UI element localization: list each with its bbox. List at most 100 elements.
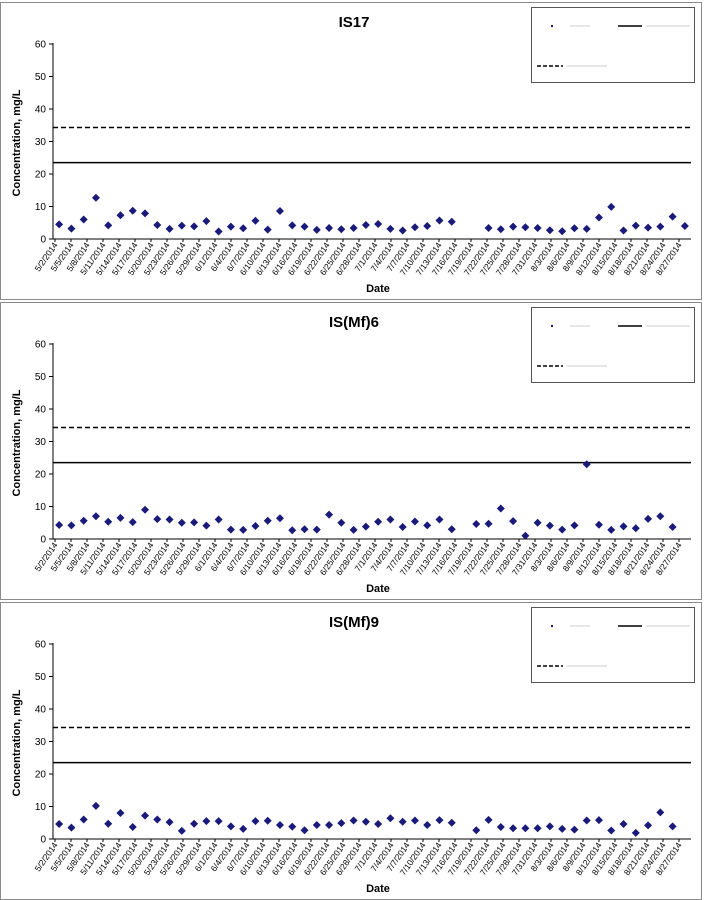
data-point <box>79 815 88 824</box>
y-tick-label: 40 <box>35 705 47 716</box>
y-tick-label: 20 <box>35 770 47 781</box>
y-axis-label: Concentration, mg/L <box>11 89 23 196</box>
legend-3 <box>531 607 695 683</box>
data-point <box>509 824 518 833</box>
data-point <box>153 815 162 824</box>
data-point <box>680 222 689 230</box>
y-tick-label: 30 <box>35 737 47 748</box>
data-point <box>312 525 321 534</box>
data-point <box>337 518 346 527</box>
data-point <box>545 521 554 530</box>
y-tick-label: 60 <box>35 340 47 351</box>
legend-1 <box>531 7 695 83</box>
data-point <box>55 220 64 229</box>
data-point <box>177 221 186 230</box>
data-point <box>410 816 419 825</box>
data-point <box>582 224 591 233</box>
y-tick-label: 20 <box>35 470 47 481</box>
data-point <box>570 521 579 530</box>
data-point <box>558 227 567 236</box>
data-point <box>79 516 88 525</box>
y-tick-label: 40 <box>35 105 47 116</box>
chart-title: IS(Mf)6 <box>329 314 379 331</box>
data-point <box>349 816 358 825</box>
x-axis-label: Date <box>366 283 390 295</box>
y-axis-label: Concentration, mg/L <box>11 389 23 496</box>
data-point <box>300 525 309 534</box>
data-point <box>435 515 444 524</box>
data-point <box>361 221 370 230</box>
chart-svg-1: IS1701020304050605/2/20145/5/20145/8/201… <box>11 14 691 295</box>
chart-svg-3: IS(Mf)901020304050605/2/20145/5/20145/8/… <box>11 614 691 895</box>
data-point <box>190 222 199 231</box>
data-point <box>251 216 260 225</box>
data-point <box>91 193 100 202</box>
y-tick-label: 60 <box>35 40 47 51</box>
data-point <box>288 221 297 230</box>
data-point <box>644 514 653 523</box>
data-point <box>570 224 579 233</box>
data-point <box>275 821 284 830</box>
data-point <box>165 224 174 233</box>
data-point <box>226 822 235 831</box>
legend-marker-data <box>551 325 553 327</box>
data-point <box>496 225 505 234</box>
data-point <box>116 809 125 817</box>
data-point <box>55 521 64 530</box>
data-point <box>67 224 76 233</box>
y-tick-label: 30 <box>35 437 47 448</box>
data-point <box>398 817 407 826</box>
data-point <box>509 222 518 231</box>
data-point <box>116 211 125 220</box>
data-point <box>447 818 456 827</box>
y-tick-label: 50 <box>35 372 47 383</box>
legend-graphics <box>537 25 690 67</box>
data-point <box>239 224 248 233</box>
data-point <box>619 820 628 829</box>
data-point <box>67 823 76 832</box>
data-point <box>263 225 272 234</box>
data-point <box>558 525 567 534</box>
data-point <box>582 460 591 469</box>
data-point <box>128 822 137 831</box>
y-tick-label: 0 <box>40 235 46 246</box>
data-point <box>165 818 174 827</box>
data-point <box>190 819 199 828</box>
data-point <box>631 828 640 837</box>
data-point <box>594 213 603 222</box>
y-tick-label: 0 <box>40 835 46 846</box>
data-point <box>435 816 444 825</box>
data-point <box>288 526 297 535</box>
data-point <box>570 825 579 834</box>
data-point <box>435 216 444 225</box>
data-point <box>337 225 346 234</box>
y-tick-label: 50 <box>35 672 47 683</box>
data-point <box>165 515 174 524</box>
data-point <box>91 801 100 810</box>
chart-svg-2: IS(Mf)601020304050605/2/20145/5/20145/8/… <box>11 314 691 595</box>
y-tick-label: 10 <box>35 502 47 513</box>
data-point <box>472 826 481 835</box>
data-point <box>631 524 640 533</box>
data-point <box>386 814 395 823</box>
data-point <box>644 821 653 830</box>
data-point <box>141 505 150 514</box>
data-point <box>214 515 223 524</box>
data-point <box>533 824 542 833</box>
data-point <box>55 820 64 829</box>
data-point <box>128 518 137 527</box>
data-point <box>214 227 223 236</box>
data-point <box>275 207 284 216</box>
legend-marker-data <box>551 625 553 627</box>
y-tick-label: 20 <box>35 170 47 181</box>
data-point <box>349 525 358 534</box>
data-point <box>226 222 235 231</box>
data-point <box>521 824 530 833</box>
chart-panel-3: IS(Mf)9 0 10 20 30 40 50 60 5/2/2014 5/5/2014 5/8/… <box>0 602 702 900</box>
data-point <box>349 223 358 232</box>
data-point <box>423 821 432 830</box>
x-axis-label: Date <box>366 583 390 595</box>
data-point <box>190 518 199 527</box>
data-point <box>509 517 518 526</box>
chart-panel-2: IS(Mf)6 0 10 20 30 40 50 60 5/2/2014 5/5/2014 5/8/… <box>0 302 702 600</box>
